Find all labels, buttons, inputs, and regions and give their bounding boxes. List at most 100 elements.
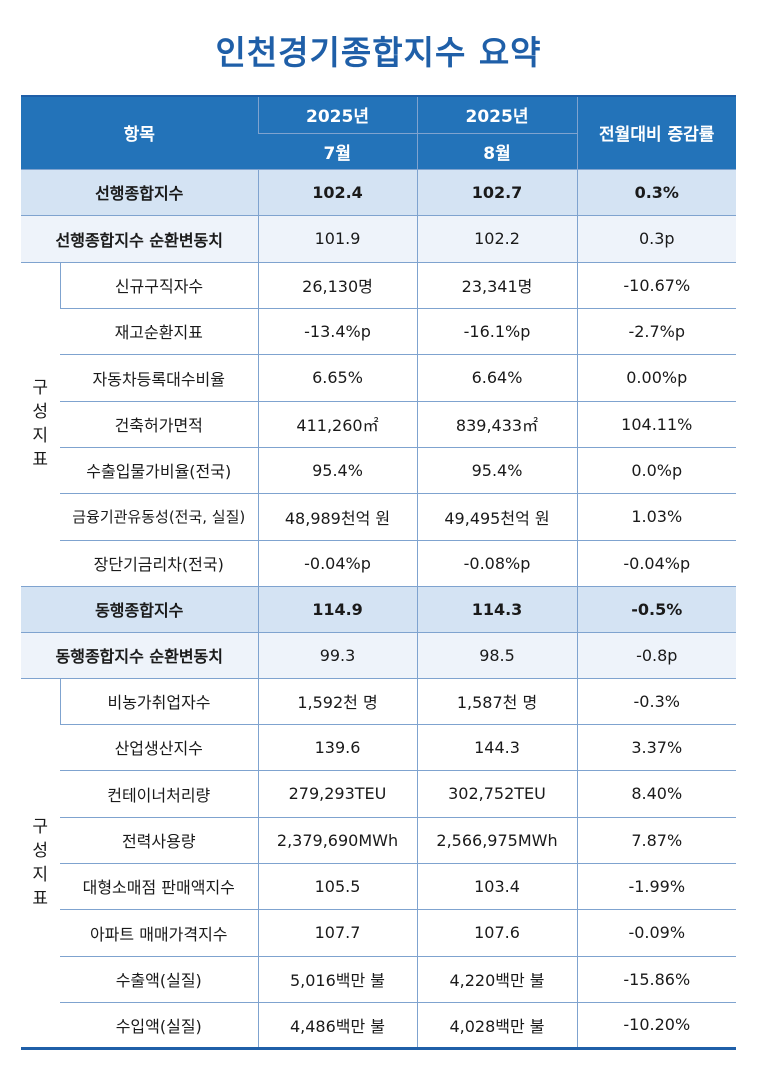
header-col1-month: 7월	[258, 133, 417, 170]
row-name: 전력사용량	[60, 817, 258, 864]
row-change: 104.11%	[576, 401, 736, 448]
row-change: 0.0%p	[576, 447, 736, 494]
row-change: -10.67%	[576, 262, 736, 309]
row-change: -1.99%	[576, 863, 736, 910]
row-jul: 114.9	[257, 586, 417, 633]
row-name: 아파트 매매가격지수	[60, 909, 258, 957]
row-aug: 839,433㎡	[416, 401, 577, 448]
row-jul: -13.4%p	[257, 308, 417, 355]
row-change: -0.04%p	[576, 540, 736, 587]
row-aug: 98.5	[416, 632, 577, 679]
row-change: 8.40%	[576, 770, 736, 818]
row-change: 0.3%	[576, 169, 736, 216]
row-change: 7.87%	[576, 817, 736, 864]
row-jul: 279,293TEU	[257, 770, 417, 818]
row-aug: 1,587천 명	[416, 678, 577, 725]
header-col2-year: 2025년	[416, 96, 577, 134]
row-jul: 107.7	[257, 909, 417, 957]
row-aug: 302,752TEU	[416, 770, 577, 818]
row-jul: 95.4%	[257, 447, 417, 494]
row-name: 수출입물가비율(전국)	[60, 447, 258, 494]
row-jul: 1,592천 명	[257, 678, 417, 725]
row-jul: 102.4	[257, 169, 417, 216]
row-name: 건축허가면적	[60, 401, 258, 448]
row-change: -2.7%p	[576, 308, 736, 355]
row-aug: 49,495천억 원	[416, 493, 577, 541]
row-jul: 4,486백만 불	[257, 1002, 417, 1049]
table-row: 재고순환지표 -13.4%p -16.1%p -2.7%p	[21, 308, 736, 355]
row-aug: 6.64%	[416, 354, 577, 402]
row-name: 선행종합지수	[21, 169, 258, 216]
row-jul: 101.9	[257, 215, 417, 263]
row-aug: 4,220백만 불	[416, 956, 577, 1003]
row-name: 비농가취업자수	[59, 678, 258, 725]
row-jul: 26,130명	[257, 262, 417, 309]
row-jul: 2,379,690MWh	[257, 817, 417, 864]
table-row: 동행종합지수 114.9 114.3 -0.5%	[21, 586, 736, 633]
row-aug: 103.4	[416, 863, 577, 910]
header-item: 항목	[21, 96, 258, 170]
group-label-coincident: 구 성 지 표	[21, 678, 60, 1049]
table-row: 동행종합지수 순환변동치 99.3 98.5 -0.8p	[21, 632, 736, 679]
header-change: 전월대비 증감률	[576, 96, 736, 170]
row-aug: 107.6	[416, 909, 577, 957]
table-row: 대형소매점 판매액지수 105.5 103.4 -1.99%	[21, 863, 736, 910]
row-jul: 139.6	[257, 724, 417, 771]
table-row: 수출액(실질) 5,016백만 불 4,220백만 불 -15.86%	[21, 956, 736, 1003]
row-jul: 99.3	[257, 632, 417, 679]
row-change: -0.5%	[576, 586, 736, 633]
row-name: 금융기관유동성(전국, 실질)	[60, 493, 258, 541]
table-row: 전력사용량 2,379,690MWh 2,566,975MWh 7.87%	[21, 817, 736, 864]
table-row: 컨테이너처리량 279,293TEU 302,752TEU 8.40%	[21, 770, 736, 818]
row-change: -0.8p	[576, 632, 736, 679]
table-row: 건축허가면적 411,260㎡ 839,433㎡ 104.11%	[21, 401, 736, 448]
page-title: 인천경기종합지수 요약	[215, 33, 542, 72]
row-name: 동행종합지수 순환변동치	[21, 632, 258, 679]
table-row: 수입액(실질) 4,486백만 불 4,028백만 불 -10.20%	[21, 1002, 736, 1049]
row-aug: 95.4%	[416, 447, 577, 494]
row-name: 신규구직자수	[59, 262, 258, 309]
row-change: -0.3%	[576, 678, 736, 725]
row-aug: 23,341명	[416, 262, 577, 309]
row-name: 장단기금리차(전국)	[60, 540, 258, 587]
row-name: 산업생산지수	[60, 724, 258, 771]
table-row: 자동차등록대수비율 6.65% 6.64% 0.00%p	[21, 354, 736, 402]
row-name: 수입액(실질)	[60, 1002, 258, 1049]
row-change: -15.86%	[576, 956, 736, 1003]
summary-table: 항목 2025년 2025년 전월대비 증감률 7월 8월 선행종합지수 102…	[21, 95, 736, 1050]
table-row: 선행종합지수 순환변동치 101.9 102.2 0.3p	[21, 215, 736, 263]
row-name: 동행종합지수	[21, 586, 258, 633]
table-row: 아파트 매매가격지수 107.7 107.6 -0.09%	[21, 909, 736, 957]
row-change: -10.20%	[576, 1002, 736, 1049]
row-change: 1.03%	[576, 493, 736, 541]
row-jul: -0.04%p	[257, 540, 417, 587]
row-jul: 48,989천억 원	[257, 493, 417, 541]
row-name: 선행종합지수 순환변동치	[21, 215, 258, 263]
header-col2-month: 8월	[416, 133, 577, 170]
row-name: 컨테이너처리량	[60, 770, 258, 818]
row-change: 0.3p	[576, 215, 736, 263]
row-name: 자동차등록대수비율	[60, 354, 258, 402]
row-name: 수출액(실질)	[60, 956, 258, 1003]
row-change: 0.00%p	[576, 354, 736, 402]
row-name: 재고순환지표	[60, 308, 258, 355]
row-aug: -0.08%p	[416, 540, 577, 587]
row-jul: 6.65%	[257, 354, 417, 402]
row-name: 대형소매점 판매액지수	[60, 863, 258, 910]
table-row: 선행종합지수 102.4 102.7 0.3%	[21, 169, 736, 216]
table-row: 장단기금리차(전국) -0.04%p -0.08%p -0.04%p	[21, 540, 736, 587]
row-aug: -16.1%p	[416, 308, 577, 355]
table-row: 구 성 지 표 신규구직자수 26,130명 23,341명 -10.67%	[21, 262, 736, 587]
row-aug: 144.3	[416, 724, 577, 771]
row-change: -0.09%	[576, 909, 736, 957]
row-jul: 411,260㎡	[257, 401, 417, 448]
row-aug: 102.7	[416, 169, 577, 216]
table-row: 금융기관유동성(전국, 실질) 48,989천억 원 49,495천억 원 1.…	[21, 493, 736, 541]
row-aug: 114.3	[416, 586, 577, 633]
table-row: 수출입물가비율(전국) 95.4% 95.4% 0.0%p	[21, 447, 736, 494]
row-aug: 2,566,975MWh	[416, 817, 577, 864]
table-row: 산업생산지수 139.6 144.3 3.37%	[21, 724, 736, 771]
row-jul: 5,016백만 불	[257, 956, 417, 1003]
row-aug: 102.2	[416, 215, 577, 263]
header-col1-year: 2025년	[257, 96, 417, 134]
